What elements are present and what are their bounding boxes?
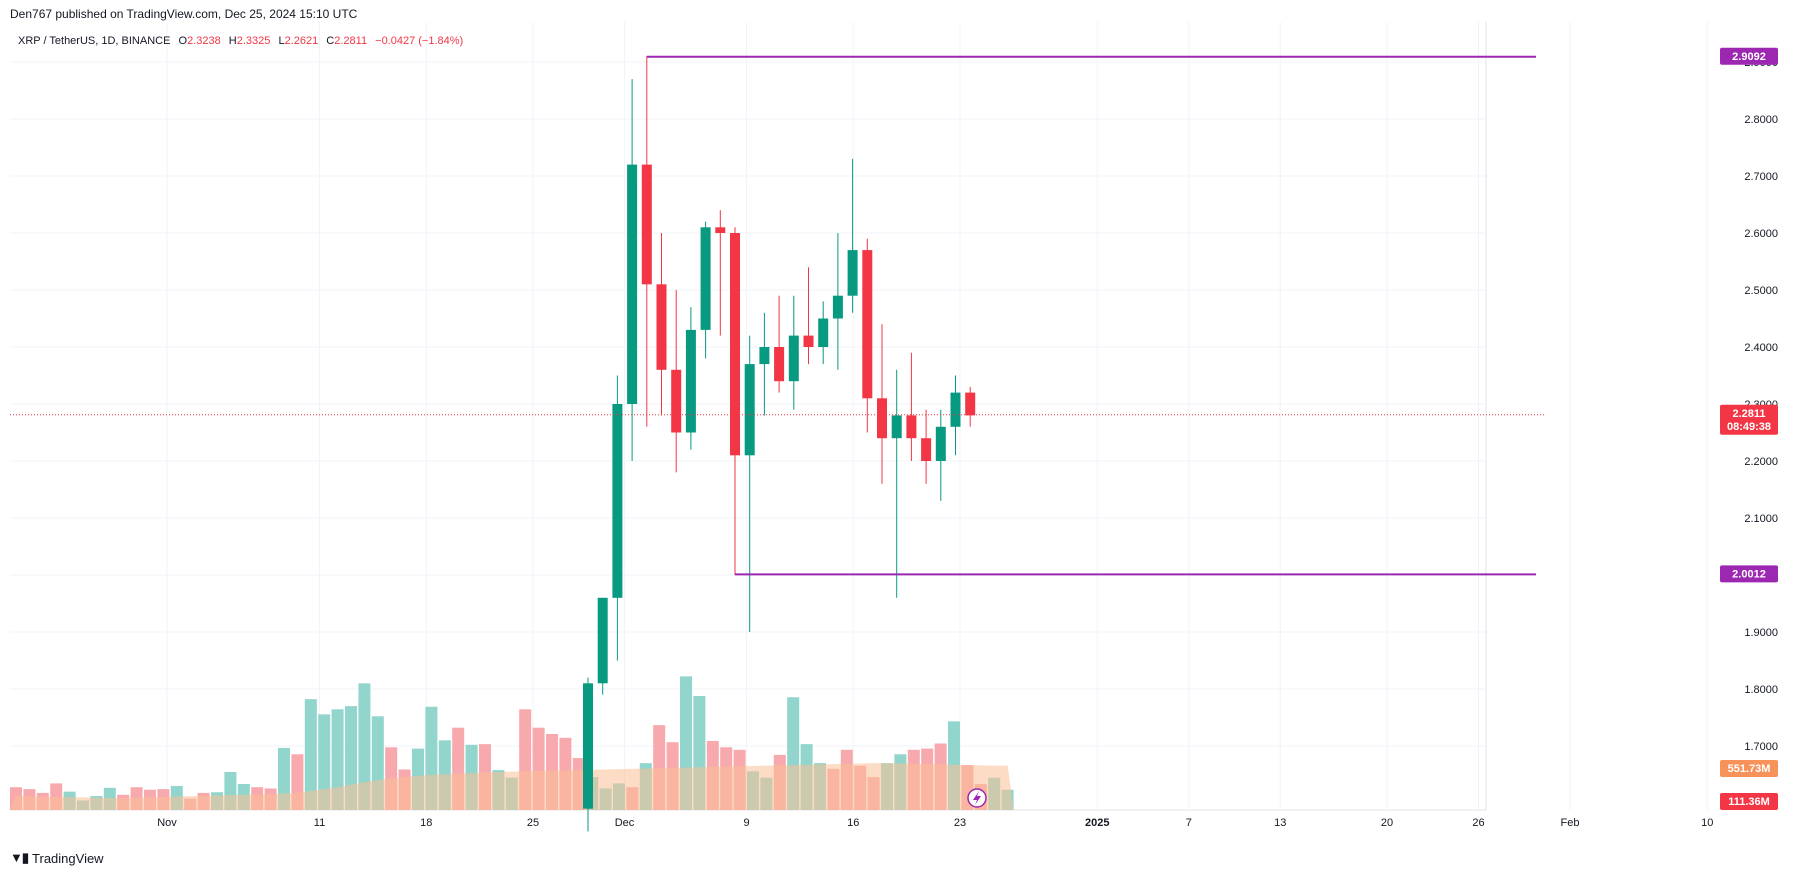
candle-body: [671, 369, 682, 433]
change-value: −0.0427 (−1.84%): [375, 35, 464, 47]
published-caption: Den767 published on TradingView.com, Dec…: [10, 7, 358, 21]
candle-body: [627, 164, 638, 404]
horizontal-levels: [646, 55, 1536, 576]
time-axis[interactable]: Nov 11 18 25 Dec 9 16 23 2025 7 13 20 26 Feb 10: [157, 817, 1713, 829]
volume-bar: [318, 714, 331, 810]
last-price-tag-text: 2.2811: [1732, 408, 1765, 420]
candle-body: [891, 415, 902, 439]
price-tick-label: 2.2000: [1744, 456, 1778, 468]
price-tick-label: 2.5000: [1744, 285, 1778, 297]
level-price-tag-text: 2.9092: [1732, 51, 1766, 63]
price-tick-label: 1.8000: [1744, 684, 1778, 696]
time-tick-label: 9: [743, 817, 749, 829]
last-price-tag-text: 08:49:38: [1727, 421, 1771, 433]
candle-body: [803, 335, 814, 347]
open-value: 2.3238: [187, 35, 221, 47]
close-label: C: [326, 35, 335, 47]
volume-ma-tag-text: 551.73M: [1728, 763, 1771, 775]
time-tick-label: 18: [420, 817, 432, 829]
close-value: 2.2811: [334, 35, 368, 47]
time-tick-label: 7: [1186, 817, 1192, 829]
volume-bar: [358, 683, 371, 810]
candle-body: [877, 398, 887, 439]
grid: [10, 22, 1708, 811]
volume-ma-tag: [1720, 760, 1778, 777]
volume-last-tag-text: 111.36M: [1728, 796, 1770, 808]
price-tick-label: 2.7000: [1744, 171, 1778, 183]
candle-body: [700, 227, 711, 330]
candle-body: [862, 250, 873, 399]
price-tick-label: 2.8000: [1744, 114, 1778, 126]
time-tick-label: 13: [1274, 817, 1286, 829]
candle-body: [685, 329, 696, 433]
high-label: H: [228, 35, 237, 47]
candle-body: [788, 335, 799, 382]
last-price-tag: [1720, 404, 1778, 435]
time-tick-label: Nov: [157, 817, 177, 829]
lightning-icon-glyph: [973, 791, 981, 805]
volume-ma-area: [10, 763, 1014, 810]
tradingview-brand: TradingView: [32, 850, 104, 866]
candle-body: [818, 318, 829, 347]
candle-body: [597, 597, 608, 684]
level-price-tag: [1720, 47, 1778, 65]
low-value: 2.2621: [284, 35, 319, 47]
price-tick-label: 2.6000: [1744, 228, 1778, 240]
symbol-name: XRP / TetherUS, 1D, BINANCE: [18, 35, 171, 47]
volume-bar: [304, 699, 317, 810]
candle-body: [935, 426, 946, 461]
symbol-legend: XRP / TetherUS, 1D, BINANCE O2.3238 H2.3…: [18, 35, 463, 47]
candle-body: [656, 284, 667, 370]
candle-body: [730, 233, 740, 456]
candles: [583, 56, 976, 832]
candle-body: [950, 392, 961, 427]
time-tick-label: 11: [314, 817, 325, 829]
time-tick-label: 26: [1472, 817, 1484, 829]
time-tick-label: 2025: [1085, 817, 1109, 829]
time-tick-label: 16: [847, 817, 859, 829]
time-tick-label: Dec: [615, 817, 635, 829]
candle-body: [965, 392, 976, 416]
time-tick-label: 25: [527, 817, 539, 829]
candle-body: [583, 683, 593, 809]
candle-body: [744, 364, 755, 456]
open-label: O: [178, 35, 188, 47]
tradingview-logo[interactable]: ▼▮ TradingView: [10, 850, 104, 866]
volume-bar: [345, 706, 357, 810]
tradingview-logo-icon: ▼▮: [10, 850, 29, 865]
price-tick-label: 2.1000: [1744, 513, 1778, 525]
time-tick-label: 20: [1381, 817, 1393, 829]
candle-body: [921, 438, 932, 461]
candle-body: [612, 404, 623, 598]
level-price-tag-text: 2.0012: [1732, 568, 1766, 580]
level-price-tag: [1720, 565, 1778, 583]
candle-body: [847, 250, 858, 296]
candle-body: [774, 347, 785, 382]
volume-bar: [331, 709, 344, 810]
candle-body: [641, 164, 652, 285]
candle-body: [832, 295, 843, 319]
price-tick-label: 1.7000: [1744, 741, 1778, 753]
candle-body: [759, 347, 770, 365]
time-tick-label: 10: [1701, 817, 1713, 829]
low-label: L: [278, 35, 285, 47]
volume-last-tag: [1720, 793, 1778, 810]
candle-body: [906, 415, 917, 439]
time-tick-label: Feb: [1561, 817, 1580, 829]
high-value: 2.3325: [236, 35, 271, 47]
lightning-icon[interactable]: [967, 788, 987, 808]
time-tick-label: 23: [954, 817, 966, 829]
price-tick-label: 1.9000: [1744, 627, 1778, 639]
candle-body: [715, 227, 726, 233]
price-tick-label: 2.4000: [1744, 342, 1778, 354]
